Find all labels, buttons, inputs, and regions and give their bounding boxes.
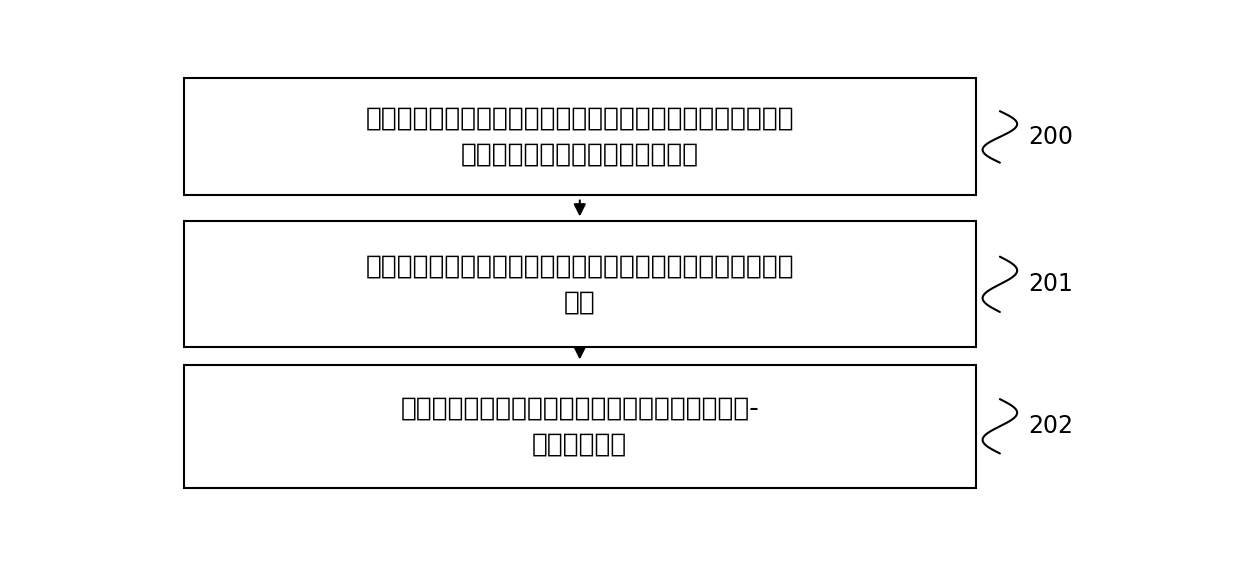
Text: 据所述第一图像和所述第二图像，确定所述待测区域的面内应
力场: 据所述第一图像和所述第二图像，确定所述待测区域的面内应 力场 (366, 253, 794, 315)
Text: 201: 201 (1028, 272, 1073, 296)
FancyBboxPatch shape (183, 78, 976, 195)
Text: 202: 202 (1028, 414, 1074, 438)
Text: 根据所述生长厚度分布和所述面内应力场，确定力-
化学耦合机理: 根据所述生长厚度分布和所述面内应力场，确定力- 化学耦合机理 (400, 395, 760, 457)
Text: 200: 200 (1028, 125, 1074, 149)
FancyBboxPatch shape (183, 364, 976, 488)
FancyBboxPatch shape (183, 221, 976, 347)
Text: 根据所述第二高度场与所述第一高度场之间的差值，确定所述
待测区域的氧化膜的生长厚度分布: 根据所述第二高度场与所述第一高度场之间的差值，确定所述 待测区域的氧化膜的生长厚… (366, 106, 794, 168)
